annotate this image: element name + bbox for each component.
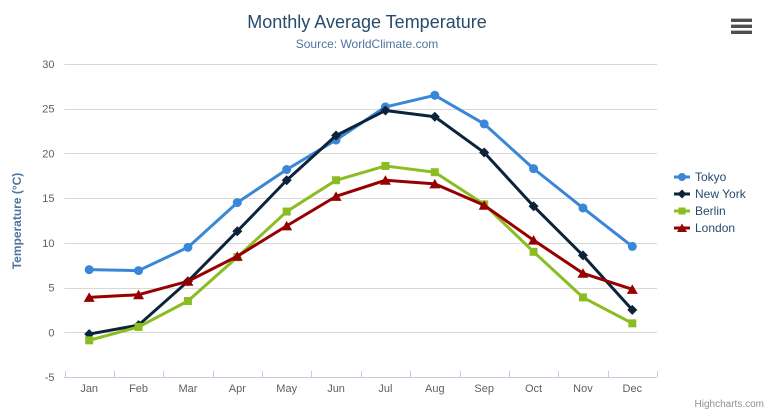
y-axis-tick-label: 10 bbox=[42, 238, 54, 250]
x-axis-tick-label: Nov bbox=[573, 383, 593, 395]
triangle-marker-icon bbox=[379, 175, 391, 185]
triangle-marker-icon bbox=[83, 292, 95, 302]
x-axis-tick-label: Feb bbox=[129, 383, 148, 395]
legend-symbol-square-icon bbox=[674, 207, 690, 215]
circle-marker-icon bbox=[578, 203, 588, 213]
diamond-marker-icon bbox=[380, 105, 391, 116]
x-axis-tick-label: Jun bbox=[327, 383, 345, 395]
triangle-marker-icon bbox=[577, 268, 589, 278]
circle-marker-icon bbox=[479, 119, 489, 129]
square-marker-icon bbox=[381, 161, 390, 170]
hamburger-icon bbox=[731, 18, 752, 22]
diamond-marker-icon bbox=[528, 201, 539, 212]
hamburger-icon bbox=[731, 24, 752, 28]
triangle-marker-icon bbox=[626, 284, 638, 294]
x-axis-tick-label: Mar bbox=[178, 383, 197, 395]
circle-marker-icon bbox=[529, 164, 539, 174]
diamond-marker-icon bbox=[577, 250, 588, 261]
y-axis-title: Temperature (°C) bbox=[10, 173, 24, 270]
diamond-marker-icon bbox=[627, 304, 638, 315]
triangle-marker-icon bbox=[478, 200, 490, 210]
diamond-marker-icon bbox=[232, 226, 243, 237]
diamond-marker-icon bbox=[331, 130, 342, 141]
circle-marker-icon bbox=[232, 198, 242, 208]
x-axis-tick-label: Dec bbox=[623, 383, 643, 395]
square-marker-icon bbox=[578, 293, 587, 302]
hamburger-icon bbox=[731, 30, 752, 34]
series-line-berlin bbox=[87, 164, 634, 342]
chart-title: Monthly Average Temperature bbox=[247, 12, 487, 32]
y-axis-tick-label: 20 bbox=[42, 148, 54, 160]
series-new-york[interactable] bbox=[84, 105, 638, 340]
square-marker-icon bbox=[430, 168, 439, 177]
series-tokyo[interactable] bbox=[84, 90, 637, 276]
y-axis-tick-label: 5 bbox=[48, 283, 54, 295]
y-axis-tick-label: 15 bbox=[42, 193, 54, 205]
circle-marker-icon bbox=[134, 266, 144, 276]
x-axis-tick-label: Aug bbox=[425, 383, 445, 395]
legend-label: London bbox=[695, 221, 736, 235]
triangle-marker-icon bbox=[231, 251, 243, 261]
legend-label: New York bbox=[695, 187, 746, 201]
chart-subtitle: Source: WorldClimate.com bbox=[295, 37, 439, 51]
legend-symbol-triangle-icon bbox=[674, 223, 690, 232]
legend: Tokyo New York Berlin London bbox=[674, 170, 746, 235]
triangle-marker-icon bbox=[182, 276, 194, 286]
series-london[interactable] bbox=[83, 175, 638, 302]
legend-item-new-york[interactable]: New York bbox=[674, 187, 746, 201]
circle-marker-icon bbox=[627, 241, 637, 251]
y-axis-tick-label: 30 bbox=[42, 59, 54, 71]
y-axis-tick-label: 0 bbox=[48, 327, 54, 339]
series-line-london bbox=[87, 178, 634, 299]
triangle-marker-icon bbox=[330, 191, 342, 201]
triangle-marker-icon bbox=[528, 235, 540, 245]
series-line-new-york bbox=[87, 109, 634, 336]
square-marker-icon bbox=[134, 322, 143, 331]
y-axis-tick-label: 25 bbox=[42, 104, 54, 116]
circle-marker-icon bbox=[430, 90, 440, 100]
y-axis-tick-label: -5 bbox=[45, 372, 55, 384]
x-axis-tick-label: May bbox=[276, 383, 297, 395]
circle-marker-icon bbox=[183, 242, 193, 252]
x-axis-tick-label: Sep bbox=[474, 383, 494, 395]
circle-marker-icon bbox=[282, 165, 292, 175]
diamond-marker-icon bbox=[429, 111, 440, 122]
square-marker-icon bbox=[85, 336, 94, 345]
x-axis-tick-label: Oct bbox=[525, 383, 542, 395]
legend-item-berlin[interactable]: Berlin bbox=[674, 204, 746, 218]
diamond-marker-icon bbox=[479, 147, 490, 158]
square-marker-icon bbox=[628, 319, 637, 328]
diamond-marker-icon bbox=[281, 175, 292, 186]
legend-symbol-circle-icon bbox=[674, 173, 690, 181]
square-marker-icon bbox=[183, 296, 192, 305]
x-axis-tick-label: Jan bbox=[80, 383, 98, 395]
triangle-marker-icon bbox=[133, 289, 145, 300]
triangle-marker-icon bbox=[281, 220, 293, 231]
x-axis-tick-label: Apr bbox=[229, 383, 246, 395]
legend-symbol-diamond-icon bbox=[674, 189, 690, 199]
legend-item-london[interactable]: London bbox=[674, 221, 746, 235]
legend-label: Berlin bbox=[695, 204, 726, 218]
square-marker-icon bbox=[282, 207, 291, 216]
legend-item-tokyo[interactable]: Tokyo bbox=[674, 170, 746, 184]
triangle-marker-icon bbox=[429, 178, 441, 189]
legend-label: Tokyo bbox=[695, 170, 727, 184]
credits-link[interactable]: Highcharts.com bbox=[694, 399, 764, 410]
square-marker-icon bbox=[529, 247, 538, 256]
x-axis-tick-label: Jul bbox=[378, 383, 392, 395]
square-marker-icon bbox=[332, 176, 341, 185]
chart-context-menu-button[interactable] bbox=[728, 13, 756, 39]
circle-marker-icon bbox=[84, 265, 94, 275]
